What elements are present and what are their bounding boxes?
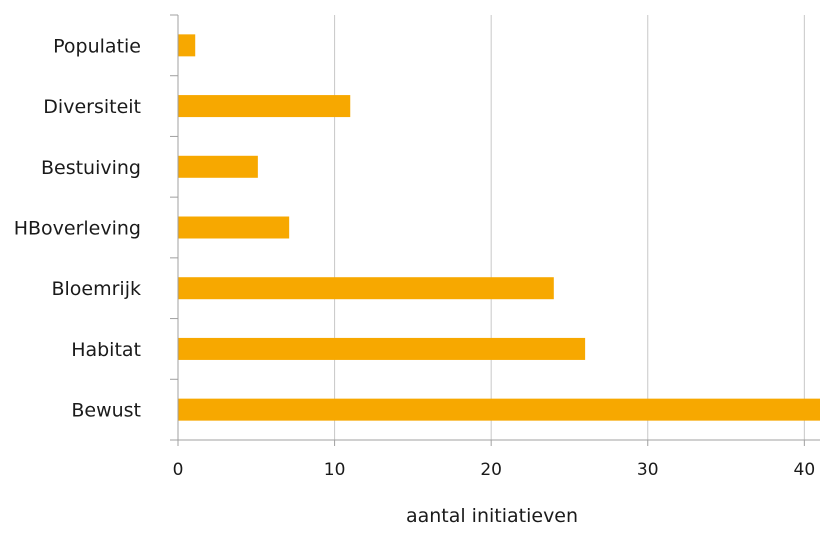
- x-tick-label-0: 0: [173, 460, 184, 480]
- category-label-bloemrijk: Bloemrijk: [51, 278, 141, 300]
- category-labels: Populatie Diversiteit Bestuiving HBoverlevi…: [14, 35, 141, 421]
- bars: [178, 34, 820, 421]
- bar-hboverleving: [178, 216, 290, 239]
- category-label-bewust: Bewust: [71, 400, 141, 422]
- x-tick-label-20: 20: [480, 460, 502, 480]
- x-tick-label-40: 40: [794, 460, 816, 480]
- gridlines: [334, 15, 805, 440]
- x-axis-title: aantal initiatieven: [406, 505, 578, 527]
- category-label-bestuiving: Bestuiving: [41, 157, 141, 179]
- bar-bestuiving: [178, 155, 258, 178]
- bar-diversiteit: [178, 95, 351, 118]
- bar-habitat: [178, 337, 586, 360]
- x-tick-labels: 0 10 20 30 40: [173, 460, 816, 480]
- bar-bloemrijk: [178, 277, 554, 300]
- axes: [170, 14, 820, 446]
- category-label-diversiteit: Diversiteit: [43, 96, 141, 118]
- category-label-habitat: Habitat: [71, 339, 141, 361]
- x-tick-label-30: 30: [637, 460, 659, 480]
- category-label-populatie: Populatie: [53, 35, 141, 57]
- bar-bewust: [178, 398, 820, 421]
- bar-populatie: [178, 34, 196, 57]
- category-label-hboverleving: HBoverleving: [14, 218, 141, 240]
- x-tick-label-10: 10: [324, 460, 346, 480]
